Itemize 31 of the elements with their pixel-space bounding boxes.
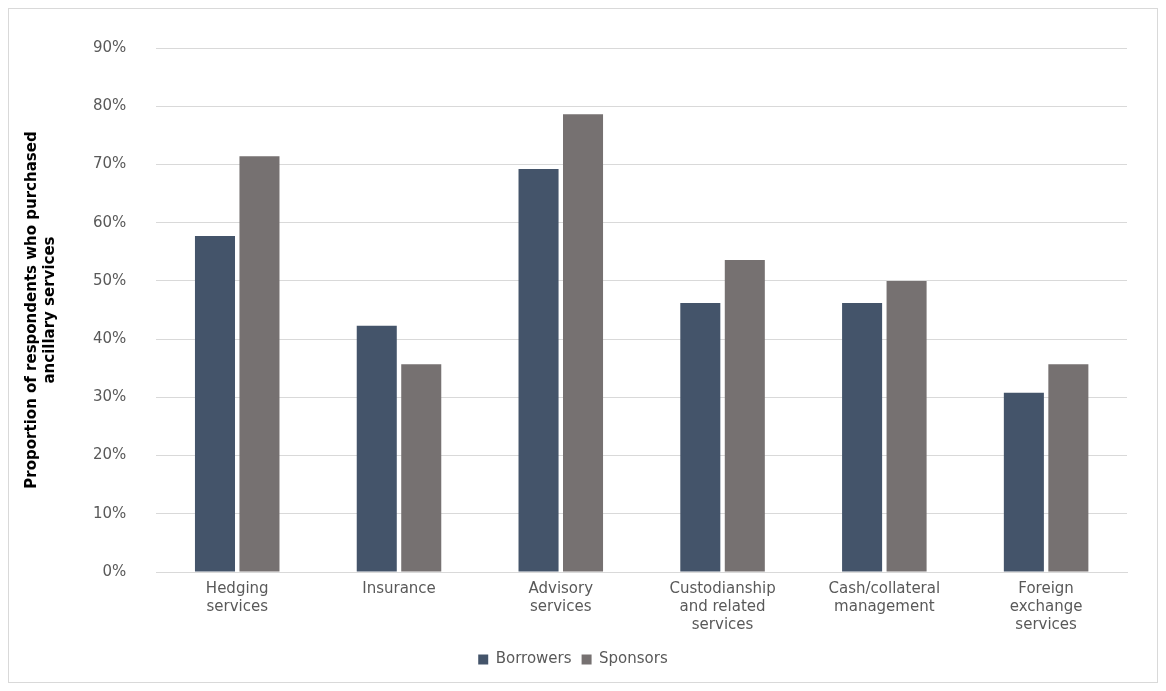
x-tick-label: Custodianship and related services — [669, 578, 776, 633]
x-tick-label: Insurance — [362, 578, 436, 597]
y-tick-label: 20% — [93, 445, 127, 464]
bar — [356, 325, 397, 572]
y-tick-label: 60% — [93, 212, 127, 231]
legend-label: Borrowers — [495, 649, 572, 668]
y-tick-label: 0% — [102, 561, 127, 580]
bar — [680, 303, 721, 572]
y-tick-label: 90% — [93, 37, 127, 56]
bar — [239, 156, 280, 572]
x-tick-label: Foreign exchange services — [1009, 578, 1083, 633]
bar — [724, 259, 765, 572]
bar — [518, 169, 559, 572]
bar — [401, 364, 442, 572]
legend-label: Sponsors — [599, 649, 668, 668]
bar — [1003, 392, 1044, 572]
y-tick-label: 10% — [93, 503, 127, 522]
bar — [886, 280, 927, 572]
y-tick-label: 30% — [93, 387, 127, 406]
y-tick-label: 70% — [93, 154, 127, 173]
x-tick-label: Advisory services — [528, 578, 594, 615]
x-tick-label: Cash/collateral management — [828, 578, 941, 615]
bar — [1048, 364, 1089, 572]
x-tick-label: Hedging services — [205, 578, 269, 615]
bar — [563, 114, 604, 572]
y-tick-label: 80% — [93, 96, 127, 115]
bar — [842, 303, 883, 572]
y-tick-label: 40% — [93, 329, 127, 347]
bar — [194, 236, 235, 572]
y-axis-title: Proportion of respondents who purchased ancillary services — [21, 131, 58, 489]
y-tick-label: 50% — [93, 270, 127, 289]
